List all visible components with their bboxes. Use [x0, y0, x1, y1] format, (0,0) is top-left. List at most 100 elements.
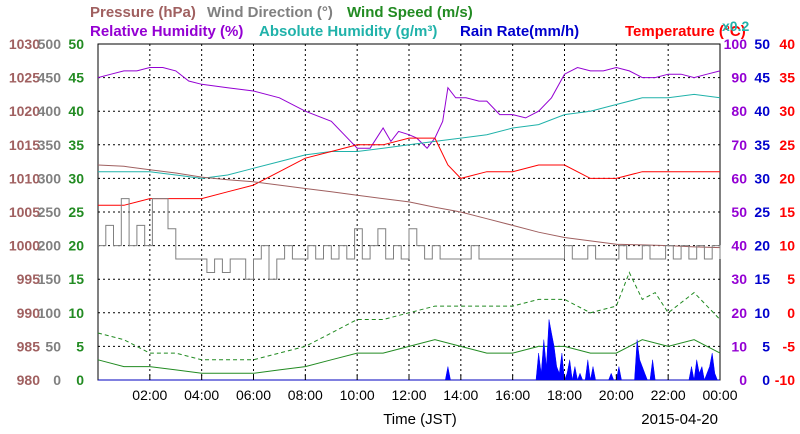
x-tick-label: 02:00	[132, 387, 167, 403]
chart-title: Pressure (hPa) Wind Direction (°) Wind Spe…	[90, 4, 746, 40]
tick-label-temperature: -5	[783, 338, 796, 354]
right-axes: 1009080706050403020100504540353025201510…	[724, 36, 796, 388]
title-item: Wind Speed (m/s)	[347, 4, 473, 21]
tick-label-wind_speed: 10	[68, 305, 84, 321]
x-axis-label: Time (JST)	[383, 411, 457, 428]
tick-label-humidity: 50	[731, 204, 747, 220]
title-item: Absolute Humidity (g/m³)	[259, 23, 437, 40]
tick-label-rain_rate: 20	[754, 238, 770, 254]
tick-label-humidity: 10	[731, 338, 747, 354]
series-rain_rate	[98, 319, 720, 381]
series-wind_speed_gust	[97, 271, 721, 361]
x-tick-label: 20:00	[599, 387, 634, 403]
x-tick-label: 16:00	[495, 387, 530, 403]
tick-label-wind_speed: 15	[68, 271, 84, 287]
tick-label-wind_direction: 350	[38, 137, 62, 153]
tick-label-pressure: 1010	[9, 170, 40, 186]
tick-label-humidity: 90	[731, 70, 747, 86]
x-tick-label: 00:00	[702, 387, 737, 403]
tick-label-wind_direction: 500	[38, 36, 62, 52]
tick-label-pressure: 990	[17, 305, 41, 321]
tick-label-wind_direction: 400	[38, 103, 62, 119]
x-tick-label: 08:00	[288, 387, 323, 403]
tick-label-pressure: 980	[17, 372, 41, 388]
tick-label-wind_speed: 35	[68, 137, 84, 153]
tick-label-temperature: 15	[779, 204, 795, 220]
tick-label-humidity: 60	[731, 170, 747, 186]
tick-label-pressure: 1015	[9, 137, 40, 153]
tick-label-rain_rate: 10	[754, 305, 770, 321]
tick-label-wind_speed: 30	[68, 170, 84, 186]
series-wind_direction	[98, 198, 721, 280]
title-item: Relative Humidity (%)	[90, 23, 243, 40]
title-item: Temperature (°C)	[625, 23, 746, 40]
tick-label-humidity: 0	[739, 372, 747, 388]
title-item: Wind Direction (°)	[207, 4, 333, 21]
x-tick-label: 18:00	[547, 387, 582, 403]
x-tick-label: 06:00	[236, 387, 271, 403]
tick-label-wind_speed: 25	[68, 204, 84, 220]
tick-label-humidity: 70	[731, 137, 747, 153]
tick-label-wind_speed: 20	[68, 238, 84, 254]
tick-label-rain_rate: 15	[754, 271, 770, 287]
x-tick-label: 04:00	[184, 387, 219, 403]
tick-label-wind_direction: 200	[38, 238, 62, 254]
tick-label-wind_direction: 150	[38, 271, 62, 287]
x-tick-label: 10:00	[340, 387, 375, 403]
tick-label-pressure: 1005	[9, 204, 40, 220]
tick-label-wind_direction: 50	[45, 338, 61, 354]
series-pressure	[97, 164, 721, 249]
tick-label-rain_rate: 50	[754, 36, 770, 52]
tick-label-pressure: 1030	[9, 36, 40, 52]
tick-label-humidity: 40	[731, 238, 747, 254]
tick-label-rain_rate: 0	[762, 372, 770, 388]
tick-label-temperature: 35	[779, 70, 795, 86]
tick-label-wind_speed: 40	[68, 103, 84, 119]
tick-label-rain_rate: 45	[754, 70, 770, 86]
tick-label-wind_speed: 50	[68, 36, 84, 52]
tick-label-wind_speed: 0	[76, 372, 84, 388]
x-tick-label: 14:00	[443, 387, 478, 403]
tick-label-temperature: -10	[775, 372, 795, 388]
tick-label-pressure: 995	[17, 271, 41, 287]
tick-label-temperature: 25	[779, 137, 795, 153]
tick-label-wind_direction: 100	[38, 305, 62, 321]
tick-label-humidity: 80	[731, 103, 747, 119]
tick-label-pressure: 1025	[9, 70, 40, 86]
tick-label-pressure: 985	[17, 338, 41, 354]
tick-label-temperature: 40	[779, 36, 795, 52]
tick-label-temperature: 5	[787, 271, 795, 287]
tick-label-wind_direction: 250	[38, 204, 62, 220]
tick-label-rain_rate: 40	[754, 103, 770, 119]
tick-label-humidity: 100	[724, 36, 748, 52]
tick-label-temperature: 20	[779, 170, 795, 186]
x-tick-label: 12:00	[391, 387, 426, 403]
tick-label-wind_speed: 45	[68, 70, 84, 86]
tick-label-pressure: 1000	[9, 238, 40, 254]
tick-label-rain_rate: 25	[754, 204, 770, 220]
x-axis: 02:00 04:00 06:00 08:00 10:00 12:00 14:00 16:00…	[132, 375, 738, 403]
title-item: Rain Rate(mm/h)	[460, 23, 579, 40]
title-item: Pressure (hPa)	[90, 4, 196, 21]
series-temperature	[98, 137, 720, 206]
left-axes: 1030102510201015101010051000995990985980…	[9, 36, 84, 388]
date-label: 2015-04-20	[641, 411, 718, 428]
tick-label-wind_direction: 450	[38, 70, 62, 86]
tick-label-wind_direction: 300	[38, 170, 62, 186]
series-relative_humidity	[97, 66, 721, 149]
tick-label-humidity: 20	[731, 305, 747, 321]
x-tick-label: 22:00	[651, 387, 686, 403]
tick-label-wind_direction: 0	[53, 372, 61, 388]
scale-note: x0.2	[722, 18, 749, 34]
tick-label-rain_rate: 35	[754, 137, 770, 153]
tick-label-temperature: 0	[787, 305, 795, 321]
tick-label-pressure: 1020	[9, 103, 40, 119]
tick-label-temperature: 30	[779, 103, 795, 119]
tick-label-rain_rate: 30	[754, 170, 770, 186]
tick-label-wind_speed: 5	[76, 338, 84, 354]
tick-label-temperature: 10	[779, 238, 795, 254]
tick-label-humidity: 30	[731, 271, 747, 287]
series-layer	[97, 66, 721, 381]
tick-label-rain_rate: 5	[762, 338, 770, 354]
